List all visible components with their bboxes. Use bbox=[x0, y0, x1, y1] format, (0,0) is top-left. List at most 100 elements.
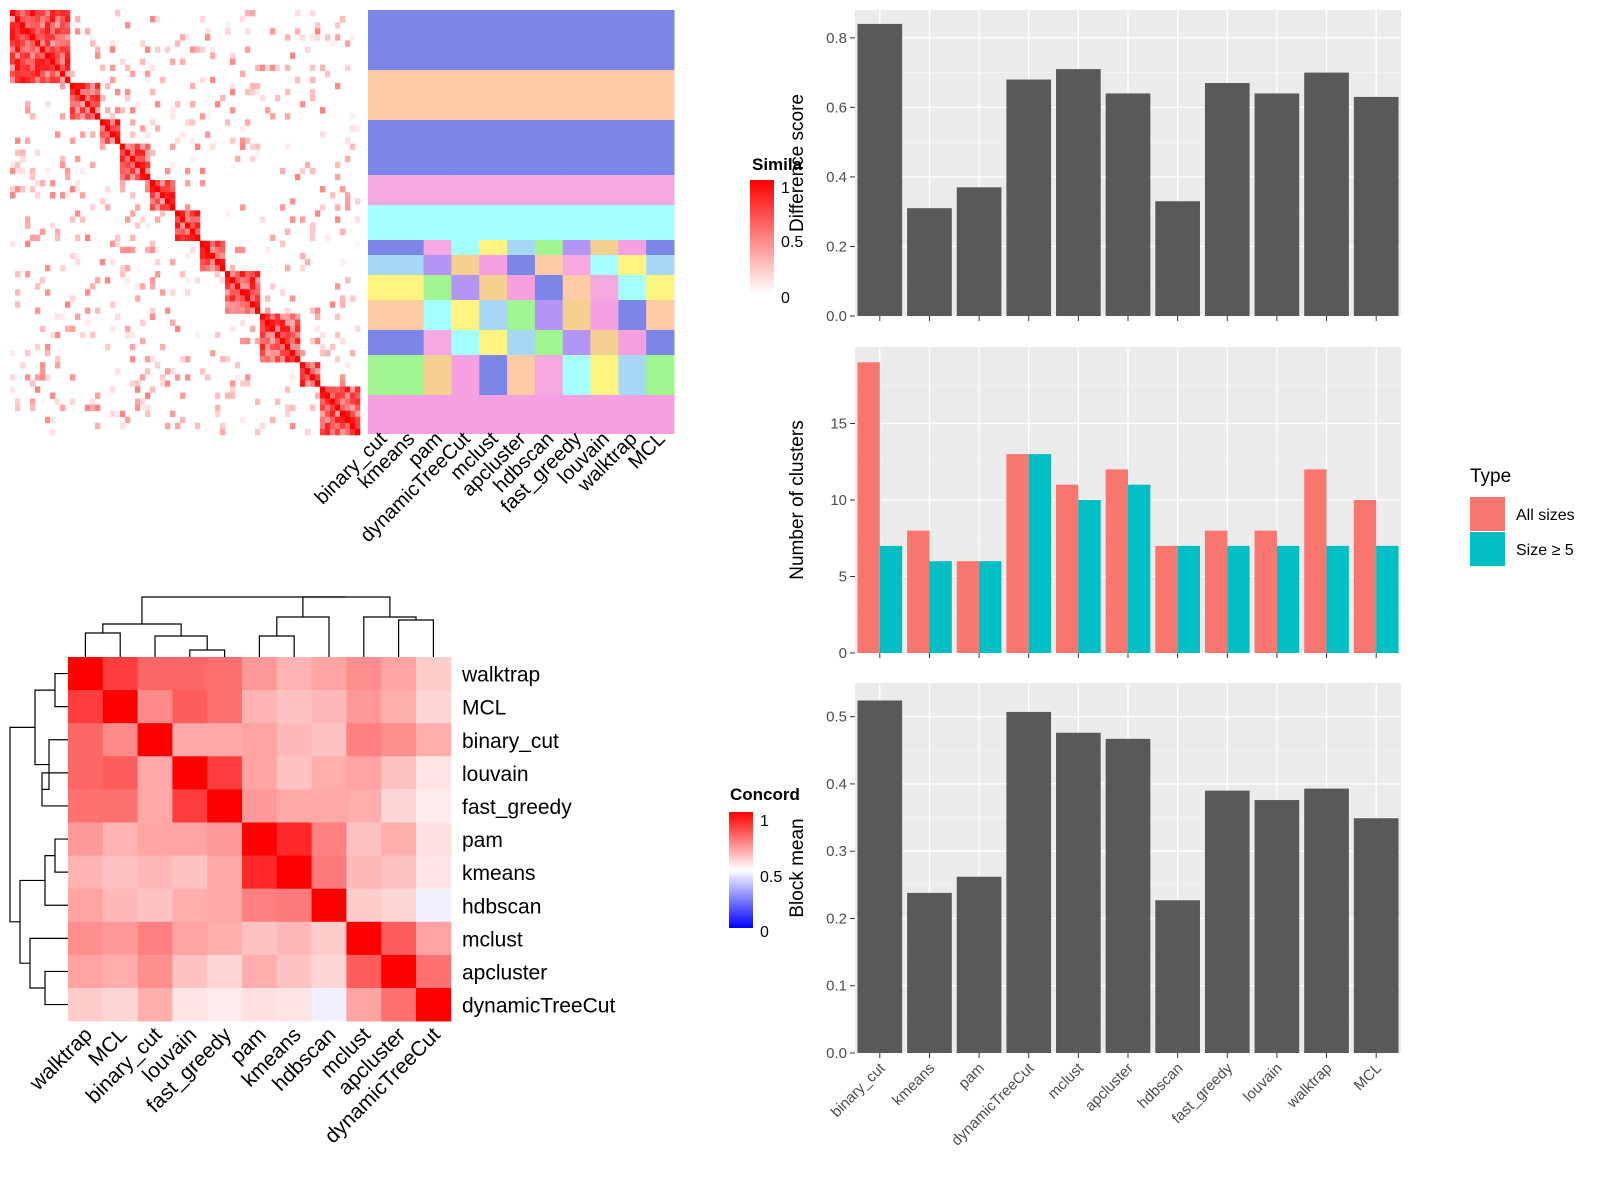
concordance-column-labels: walktrapMCLbinary_cutlouvainfast_greedyp… bbox=[25, 1023, 445, 1148]
similarity-cell bbox=[215, 101, 221, 108]
similarity-cell bbox=[135, 149, 141, 157]
similarity-cell bbox=[285, 331, 291, 339]
similarity-cell bbox=[250, 325, 256, 333]
similarity-cell bbox=[65, 76, 71, 84]
concordance-cell bbox=[207, 690, 243, 724]
bar-all-sizes bbox=[1304, 469, 1327, 653]
similarity-cell bbox=[110, 125, 116, 132]
similarity-cell bbox=[115, 410, 121, 418]
similarity-cell bbox=[15, 404, 21, 412]
similarity-cell bbox=[355, 410, 361, 418]
similarity-cell bbox=[20, 70, 26, 78]
similarity-cell bbox=[300, 167, 306, 175]
similarity-cell bbox=[140, 40, 146, 47]
cluster-stripe bbox=[368, 10, 397, 70]
concordance-cell bbox=[276, 888, 312, 923]
similarity-cell bbox=[255, 64, 261, 72]
type-legend-swatch-all-sizes bbox=[1470, 497, 1505, 531]
similarity-cell bbox=[310, 34, 316, 41]
similarity-cell bbox=[10, 70, 16, 78]
bar-all-sizes bbox=[1254, 530, 1277, 653]
concordance-cell bbox=[68, 855, 104, 890]
similarity-cell bbox=[355, 198, 361, 205]
similarity-cell bbox=[240, 277, 246, 284]
similarity-cell bbox=[110, 64, 116, 72]
similarity-cell bbox=[280, 240, 286, 248]
similarity-cell bbox=[155, 125, 161, 132]
bar-size-5 bbox=[1177, 545, 1200, 653]
similarity-cell bbox=[55, 398, 61, 405]
similarity-cell bbox=[30, 380, 36, 387]
cluster-stripe bbox=[562, 300, 592, 330]
similarity-cell bbox=[60, 10, 66, 17]
similarity-cell bbox=[290, 337, 296, 345]
similarity-cell bbox=[260, 64, 266, 72]
cluster-stripe bbox=[451, 275, 480, 300]
similarity-cell bbox=[135, 101, 141, 108]
similarity-cell bbox=[10, 34, 16, 41]
similarity-cell bbox=[145, 180, 151, 187]
similarity-cell bbox=[230, 307, 236, 314]
similarity-cell bbox=[85, 28, 91, 35]
similarity-cell bbox=[350, 143, 356, 150]
similarity-cell bbox=[230, 283, 236, 290]
similarity-cell bbox=[55, 40, 61, 47]
similarity-cell bbox=[325, 350, 331, 357]
concordance-cell bbox=[276, 988, 312, 1022]
similarity-cell bbox=[250, 88, 256, 96]
similarity-cell bbox=[60, 113, 66, 120]
cluster-stripe bbox=[618, 240, 647, 255]
similarity-cell bbox=[300, 350, 306, 357]
similarity-cell bbox=[225, 289, 231, 296]
concordance-cell bbox=[172, 822, 208, 856]
y-tick-label: 0.8 bbox=[826, 30, 847, 47]
similarity-cell bbox=[10, 167, 16, 175]
similarity-cell bbox=[55, 131, 61, 138]
similarity-cell bbox=[320, 204, 326, 211]
similarity-cell bbox=[310, 76, 316, 84]
similarity-cell bbox=[35, 374, 41, 381]
similarity-cell bbox=[330, 192, 336, 199]
similarity-cell bbox=[270, 416, 276, 424]
similarity-cell bbox=[315, 307, 321, 314]
similarity-cell bbox=[275, 331, 281, 339]
similarity-cell bbox=[55, 34, 61, 41]
similarity-cell bbox=[90, 204, 96, 211]
similarity-cell bbox=[40, 28, 46, 35]
concordance-cell bbox=[102, 888, 138, 923]
similarity-cell bbox=[190, 101, 196, 108]
similarity-cell bbox=[335, 34, 341, 41]
similarity-cell bbox=[355, 325, 361, 333]
similarity-cell bbox=[345, 64, 351, 72]
similarity-cell bbox=[275, 398, 281, 405]
similarity-cell bbox=[40, 64, 46, 72]
similarity-cell bbox=[150, 356, 156, 363]
similarity-cell bbox=[45, 58, 51, 65]
similarity-cell bbox=[75, 313, 81, 320]
concordance-cell bbox=[416, 954, 452, 989]
similarity-cell bbox=[185, 228, 191, 235]
dendrogram-branch bbox=[44, 855, 68, 906]
similarity-cell bbox=[300, 265, 306, 272]
similarity-cell bbox=[105, 186, 111, 193]
similarity-cell bbox=[155, 186, 161, 193]
similarity-cell bbox=[200, 265, 206, 272]
similarity-cell bbox=[335, 22, 341, 29]
similarity-cell bbox=[140, 161, 146, 169]
similarity-cell bbox=[50, 76, 56, 84]
similarity-cell bbox=[335, 216, 341, 223]
similarity-cell bbox=[155, 101, 161, 108]
similarity-cell bbox=[100, 198, 106, 205]
similarity-cell bbox=[65, 58, 71, 65]
similarity-cell bbox=[355, 422, 361, 430]
similarity-cell bbox=[335, 204, 341, 211]
similarity-cell bbox=[285, 313, 291, 320]
similarity-cell bbox=[40, 76, 46, 84]
similarity-cell bbox=[40, 228, 46, 235]
y-tick-label: 0.0 bbox=[826, 1045, 847, 1062]
similarity-cell bbox=[295, 356, 301, 363]
concordance-legend: Concord 1 0.5 0 bbox=[729, 785, 800, 941]
similarity-cell bbox=[305, 368, 311, 375]
similarity-cell bbox=[155, 216, 161, 223]
similarity-cell bbox=[35, 58, 41, 65]
